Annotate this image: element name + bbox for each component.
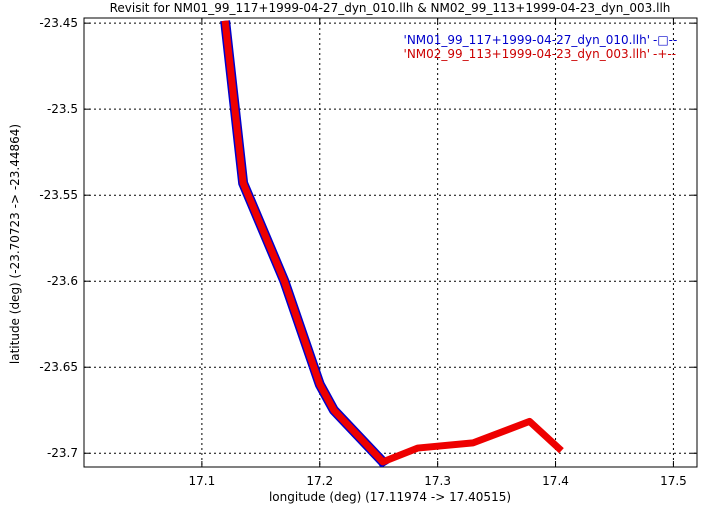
chart-title: Revisit for NM01_99_117+1999-04-27_dyn_0… [110, 1, 671, 15]
grid-lines [84, 18, 697, 467]
legend-symbol-nm01: -□-- [653, 33, 677, 47]
series-line-nm01 [220, 20, 390, 467]
y-tick-label: -23.7 [47, 446, 78, 460]
series-lines [220, 20, 564, 467]
y-tick-label: -23.45 [39, 16, 78, 30]
legend-symbol-nm02: -+-- [653, 47, 676, 61]
y-tick-label: -23.55 [39, 188, 78, 202]
x-tick-label: 17.1 [189, 474, 216, 488]
x-tick-label: 17.2 [306, 474, 333, 488]
x-tick-label: 17.5 [660, 474, 687, 488]
legend-label-nm01: 'NM01_99_117+1999-04-27_dyn_010.llh' [404, 33, 650, 47]
x-tick-label: 17.4 [542, 474, 569, 488]
y-tick-label: -23.6 [47, 274, 78, 288]
x-tick-label: 17.3 [424, 474, 451, 488]
plot-area [83, 17, 698, 468]
y-tick-label: -23.5 [47, 102, 78, 116]
axis-ticks: 17.1 17.2 17.3 17.4 17.5 -23.45 -23.5 -23.55 -23… [39, 16, 697, 488]
legend: 'NM01_99_117+1999-04-27_dyn_010.llh' -□-… [404, 33, 678, 61]
legend-label-nm02: 'NM02_99_113+1999-04-23_dyn_003.llh' [404, 47, 650, 61]
y-axis-label: latitude (deg) (-23.70723 -> -23.44864) [8, 124, 22, 364]
y-tick-label: -23.65 [39, 360, 78, 374]
series-line-nm02 [221, 20, 564, 466]
x-axis-label: longitude (deg) (17.11974 -> 17.40515) [269, 490, 511, 504]
